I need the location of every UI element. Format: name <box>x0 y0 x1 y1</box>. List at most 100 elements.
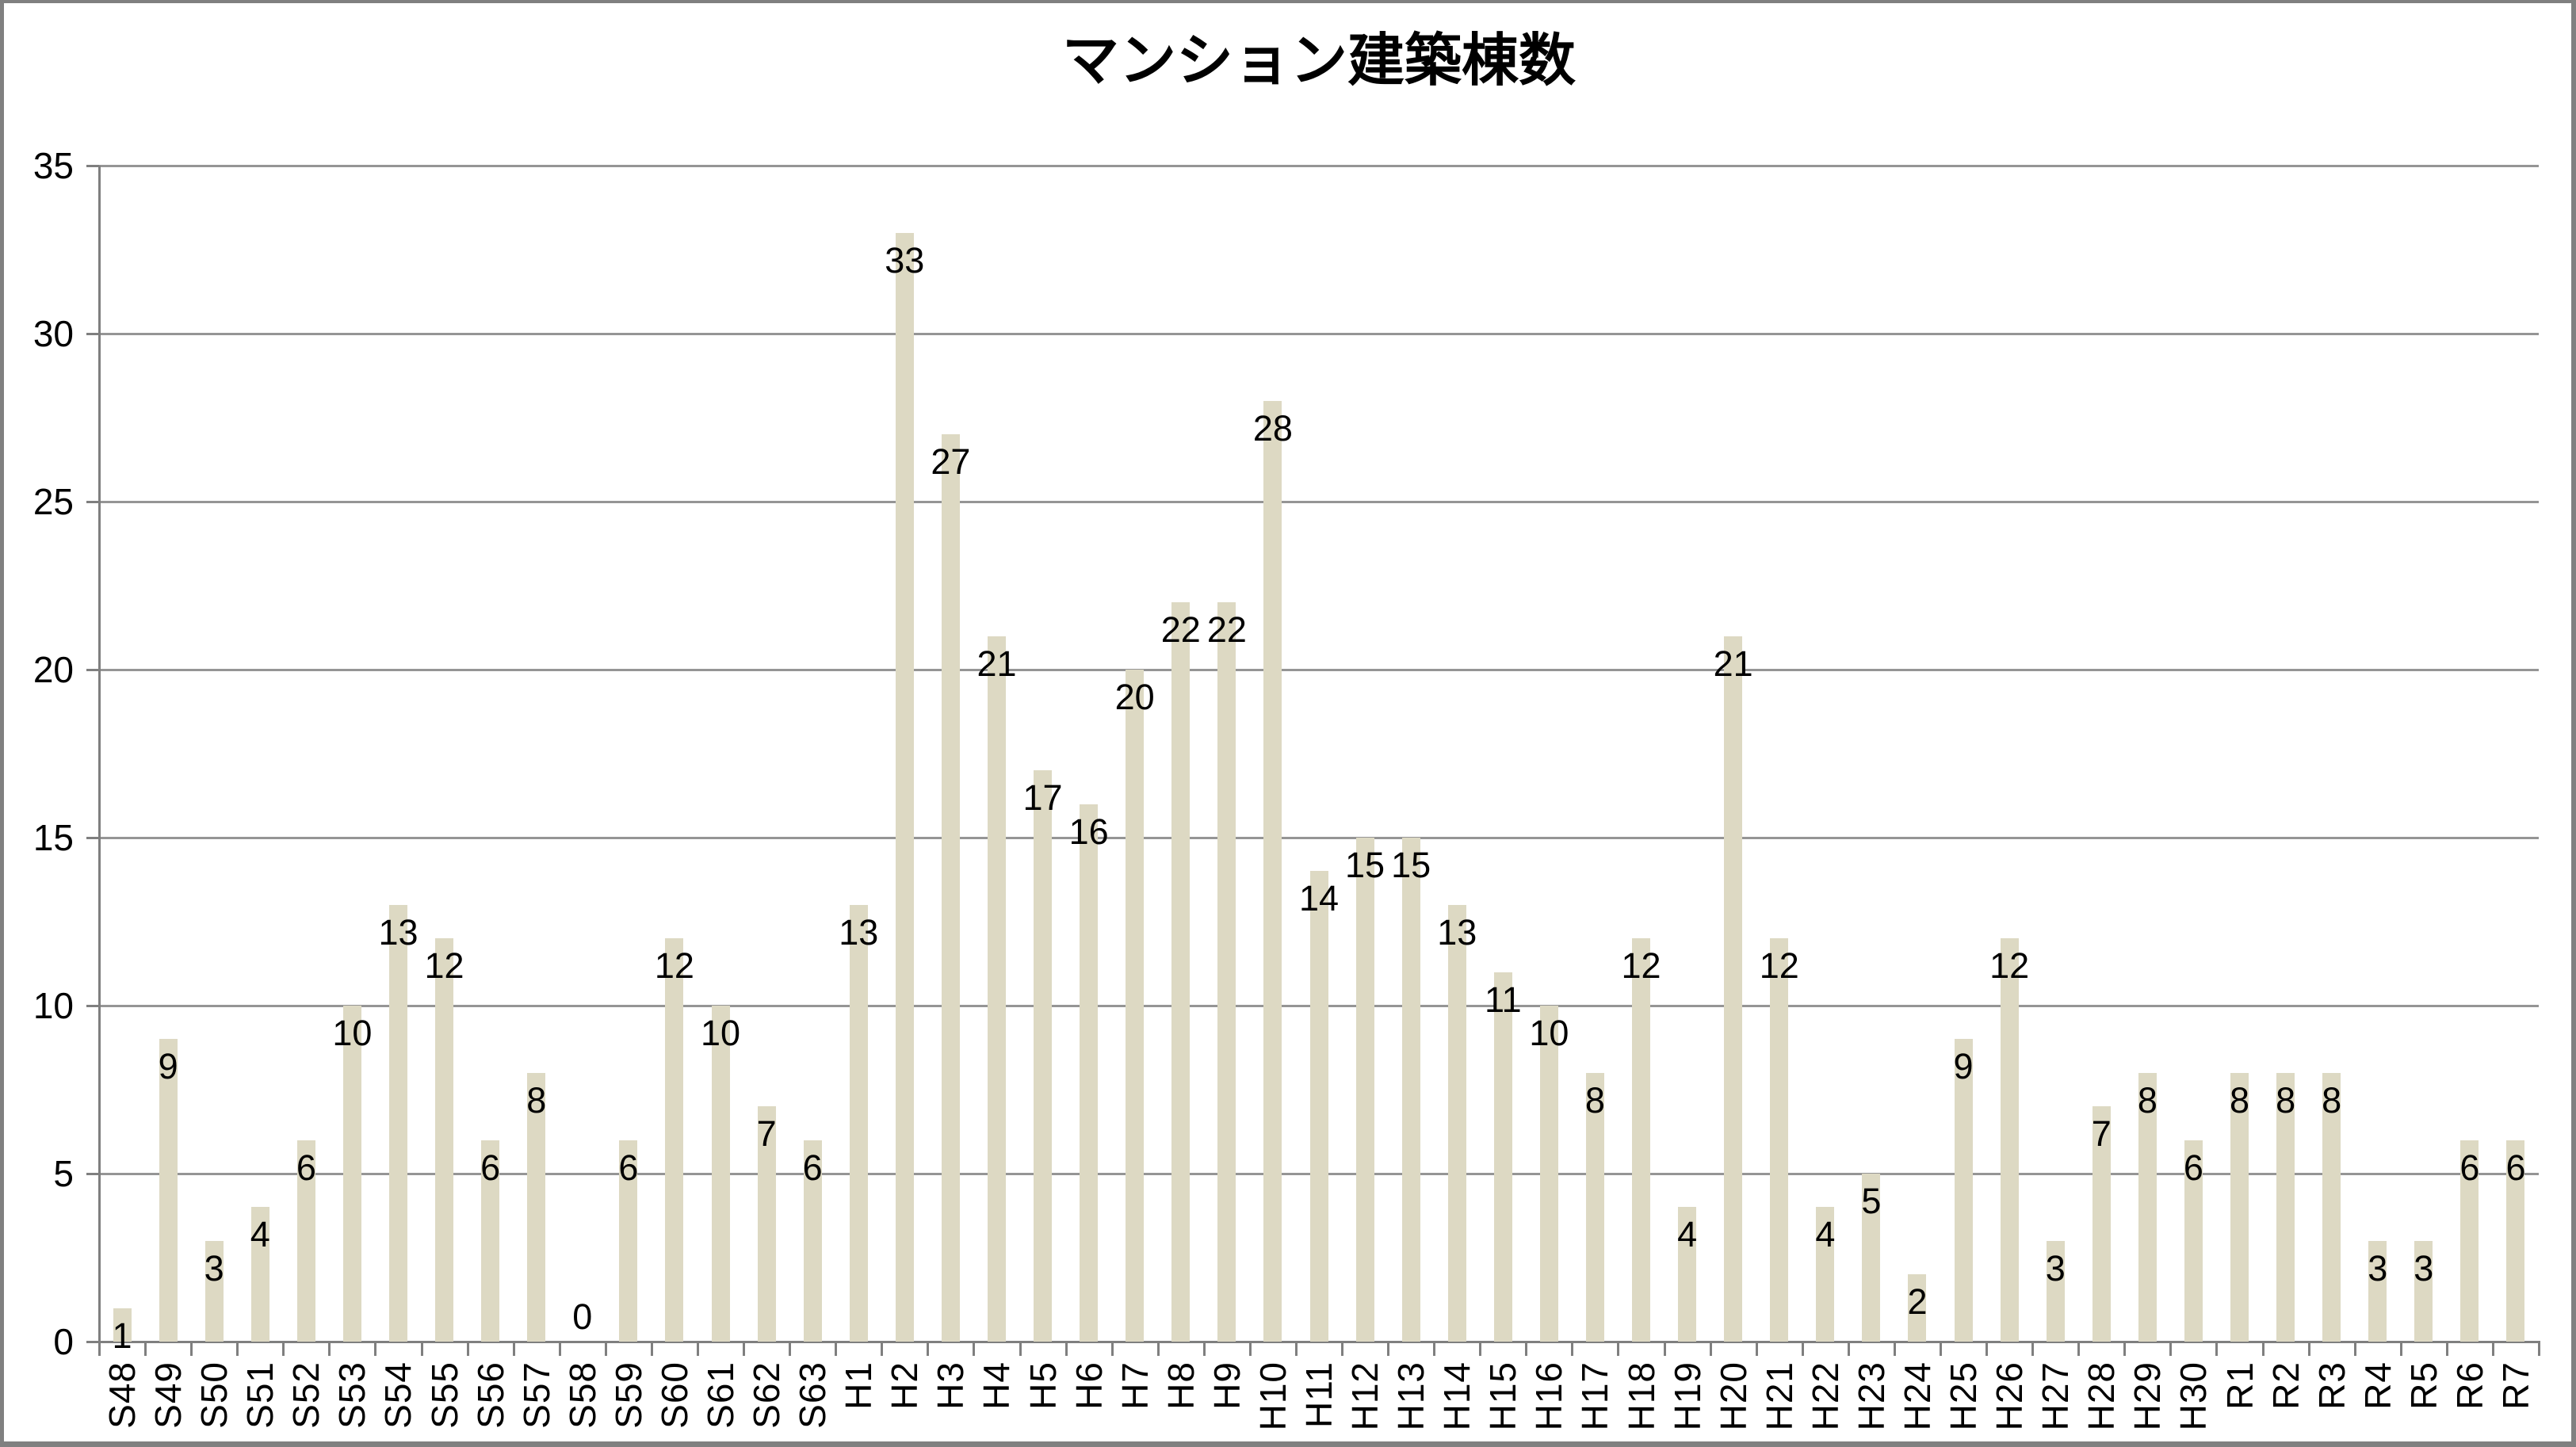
bar-value-label: 14 <box>1298 878 1340 919</box>
x-axis-label: S54 <box>377 1361 419 1429</box>
bar-value-label: 3 <box>2368 1247 2388 1289</box>
x-axis-label: S58 <box>561 1361 603 1429</box>
y-axis-label: 0 <box>53 1321 74 1362</box>
x-axis-tick <box>1341 1342 1344 1356</box>
gridline <box>99 501 2539 503</box>
x-axis-tick <box>144 1342 147 1356</box>
bar <box>1816 1207 1835 1342</box>
chart-title: マンション建築棟数 <box>1061 29 1576 93</box>
x-axis-tick <box>98 1342 101 1356</box>
x-axis-tick <box>2491 1342 2494 1356</box>
bar-value-label: 8 <box>2229 1079 2250 1121</box>
bar-value-label: 12 <box>1989 945 2030 987</box>
x-axis-label: S62 <box>746 1361 788 1429</box>
x-axis-tick <box>1019 1342 1022 1356</box>
x-axis-tick <box>835 1342 838 1356</box>
bar <box>1217 602 1236 1342</box>
bar-value-label: 5 <box>1861 1181 1882 1221</box>
bar-value-label: 10 <box>700 1013 741 1053</box>
x-axis-label: H12 <box>1344 1361 1386 1431</box>
x-axis-tick <box>881 1342 884 1356</box>
bar <box>1585 1072 1604 1342</box>
x-axis-tick <box>1387 1342 1390 1356</box>
bar <box>1678 1207 1697 1342</box>
x-axis-tick <box>2077 1342 2081 1356</box>
bar <box>1954 1039 1973 1342</box>
y-axis-tick <box>86 837 99 839</box>
bar-value-label: 10 <box>332 1013 373 1053</box>
x-axis-line <box>99 1341 2540 1343</box>
bar <box>2046 1240 2065 1342</box>
bar-value-label: 21 <box>977 643 1017 684</box>
bar <box>619 1140 638 1342</box>
bar <box>159 1039 178 1342</box>
x-axis-label: H6 <box>1068 1361 1110 1410</box>
bar <box>1493 972 1512 1342</box>
bar <box>435 938 454 1342</box>
bar-value-label: 6 <box>2459 1147 2480 1188</box>
x-axis-label: H14 <box>1436 1361 1478 1431</box>
bar <box>1770 938 1789 1342</box>
x-axis-label: S51 <box>239 1361 281 1429</box>
x-axis-tick <box>328 1342 331 1356</box>
y-axis-label: 35 <box>32 145 74 186</box>
bar <box>1309 871 1328 1342</box>
x-axis-tick <box>1202 1342 1206 1356</box>
x-axis-label: H7 <box>1114 1361 1156 1410</box>
x-axis-label: S61 <box>700 1361 742 1429</box>
bar-value-label: 8 <box>526 1079 547 1121</box>
bar-value-label: 21 <box>1713 643 1753 684</box>
x-axis-tick <box>2215 1342 2219 1356</box>
y-axis-tick <box>86 165 99 167</box>
x-axis-label: R5 <box>2402 1361 2444 1410</box>
bar-value-label: 10 <box>1529 1013 1569 1053</box>
bar <box>1126 670 1145 1342</box>
bar-value-label: 2 <box>1907 1281 1928 1323</box>
x-axis-tick <box>2445 1342 2448 1356</box>
x-axis-tick <box>420 1342 423 1356</box>
x-axis-label: H30 <box>2173 1361 2215 1431</box>
x-axis-tick <box>1248 1342 1252 1356</box>
bar <box>296 1140 315 1342</box>
x-axis-label: H3 <box>930 1361 972 1410</box>
y-axis-tick <box>86 1005 99 1007</box>
x-axis-label: R7 <box>2494 1361 2536 1410</box>
bar-value-label: 22 <box>1206 609 1247 651</box>
x-axis-tick <box>1294 1342 1298 1356</box>
x-axis-label: H18 <box>1620 1361 1662 1431</box>
x-axis-tick <box>282 1342 285 1356</box>
x-axis-tick <box>1525 1342 1528 1356</box>
bar-value-label: 9 <box>158 1046 178 1087</box>
x-axis-tick <box>1479 1342 1482 1356</box>
x-axis-label: R6 <box>2448 1361 2490 1410</box>
x-axis-label: H24 <box>1896 1361 1938 1431</box>
bar-value-label: 3 <box>2045 1247 2066 1289</box>
gridline <box>99 165 2539 167</box>
bar-value-label: 13 <box>1437 911 1477 953</box>
bar-value-label: 16 <box>1068 811 1109 852</box>
bar <box>2414 1240 2433 1342</box>
x-axis-label: H17 <box>1574 1361 1616 1431</box>
x-axis-label: H28 <box>2081 1361 2123 1431</box>
x-axis-label: H10 <box>1252 1361 1294 1431</box>
bar <box>757 1106 776 1342</box>
bar <box>527 1072 546 1342</box>
x-axis-tick <box>558 1342 561 1356</box>
bar <box>481 1140 500 1342</box>
bar <box>849 904 868 1342</box>
x-axis-tick <box>1663 1342 1666 1356</box>
x-axis-label: S50 <box>193 1361 235 1429</box>
bar-value-label: 28 <box>1252 407 1293 449</box>
x-axis-label: H9 <box>1206 1361 1248 1410</box>
bar-value-label: 7 <box>2091 1113 2112 1155</box>
x-axis-label: R3 <box>2310 1361 2352 1410</box>
bar <box>2322 1072 2341 1342</box>
x-axis-tick <box>2399 1342 2402 1356</box>
x-axis-label: H2 <box>884 1361 926 1410</box>
x-axis-tick <box>2031 1342 2035 1356</box>
bar-value-label: 17 <box>1022 777 1063 819</box>
x-axis-label: R2 <box>2265 1361 2307 1410</box>
bar <box>2000 938 2019 1342</box>
x-axis-label: R4 <box>2356 1361 2398 1410</box>
